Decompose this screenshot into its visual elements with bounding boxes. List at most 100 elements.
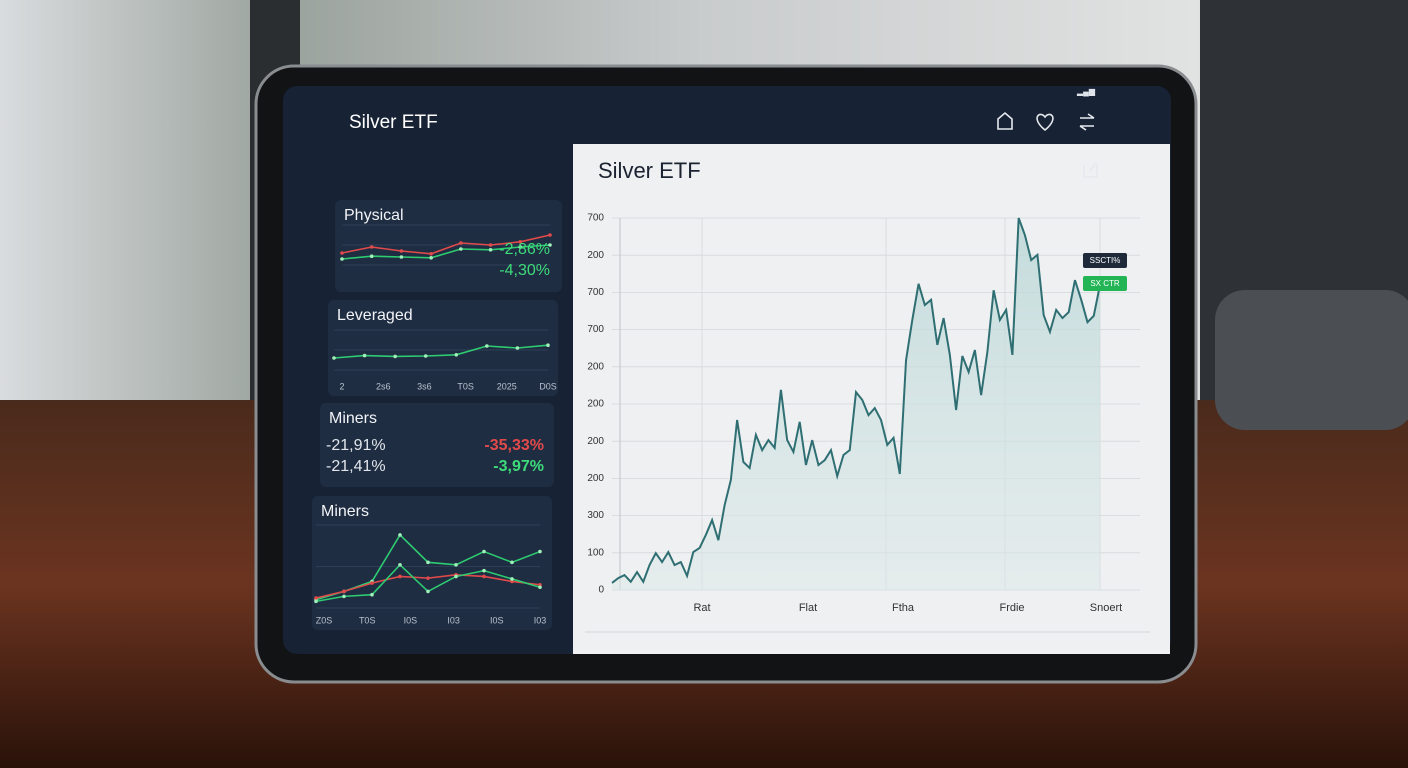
card-axis-label: 2025 (497, 381, 517, 391)
y-tick-label: 100 (587, 547, 604, 558)
sparkline-point (548, 243, 552, 247)
y-tick-label: 200 (587, 436, 604, 447)
sparkline-point (426, 589, 430, 594)
card-axis-label: T0S (359, 615, 376, 625)
sparkline-point (546, 343, 550, 348)
card-axis-label: I0S (490, 615, 504, 625)
y-tick-label: 200 (587, 399, 604, 410)
card (335, 200, 562, 292)
change-value: -35,33% (484, 437, 544, 454)
sparkline (341, 244, 551, 260)
card-title: Miners (321, 503, 369, 520)
sparkline-point (342, 594, 346, 599)
sparkline-point (518, 240, 523, 244)
sparkline-point (429, 255, 433, 260)
sparkline-point (342, 589, 346, 594)
sparkline-point (538, 585, 542, 590)
sparkline-point (369, 254, 374, 258)
x-tick-label: Rat (693, 602, 710, 614)
swap-icon[interactable] (1079, 113, 1095, 131)
sparkline-point (340, 251, 344, 255)
y-tick-label: 700 (587, 213, 604, 224)
sparkline-point (510, 579, 514, 584)
line (611, 217, 1101, 585)
sparkline-point (423, 354, 428, 358)
sparkline-point (332, 356, 336, 360)
sparkline-point (314, 599, 318, 604)
sparkline-point (510, 560, 514, 565)
change-value: -21,41% (326, 458, 386, 475)
sparkline-point (399, 249, 404, 253)
card-title: Leveraged (337, 307, 413, 324)
share-icon[interactable] (1083, 162, 1098, 178)
card-axis-label: I03 (447, 615, 460, 625)
card-title: Physical (344, 207, 404, 224)
chart-title: Silver ETF (598, 158, 701, 183)
sparkline-point (454, 563, 458, 567)
card-axis-label: D0S (539, 381, 557, 391)
x-tick-label: Ftha (892, 602, 915, 614)
sparkline-point (369, 245, 374, 249)
y-tick-label: 700 (587, 287, 604, 298)
card-axis-label: 3s6 (417, 381, 432, 391)
sparkline-point (518, 245, 523, 249)
y-tick-label: 700 (587, 324, 604, 335)
sparkline-point (398, 563, 402, 567)
x-tick-label: Frdie (999, 602, 1024, 614)
sparkline-point (429, 252, 433, 256)
app-title: Silver ETF (349, 112, 438, 133)
x-tick-label: Snoert (1090, 602, 1122, 614)
sparkline-point (398, 533, 402, 537)
sparkline-point (482, 549, 486, 554)
card-axis-label: T0S (457, 381, 474, 391)
sparkline-point (459, 241, 463, 245)
sparkline-point (538, 549, 542, 554)
sparkline-point (488, 248, 493, 252)
card (328, 300, 558, 396)
sparkline-point (454, 574, 458, 579)
badge-label: SX CTR (1090, 279, 1120, 288)
sparkline-point (370, 581, 374, 585)
status-bar: ▂▄▆ (1076, 87, 1096, 97)
sparkline-point (426, 576, 430, 580)
y-tick-label: 0 (598, 585, 604, 596)
sparkline-point (548, 233, 552, 237)
sparkline-point (399, 255, 404, 259)
x-tick-label: Flat (799, 602, 817, 614)
toolbar-icons (997, 111, 1098, 178)
y-tick-label: 200 (587, 473, 604, 484)
change-value: -21,91% (326, 437, 386, 454)
y-tick-label: 200 (587, 361, 604, 372)
card-axis-label: 2 (339, 381, 344, 391)
sparkline-point (393, 354, 397, 359)
change-value: -2,86% (499, 241, 550, 258)
y-tick-label: 300 (587, 510, 604, 521)
favorite-icon[interactable] (1036, 113, 1054, 132)
chair (1215, 290, 1408, 430)
sparkline-point (362, 353, 367, 358)
sparkline-point (426, 560, 430, 565)
sparkline-point (510, 577, 514, 581)
sparkline-point (488, 243, 493, 247)
sparkline-point (314, 596, 318, 600)
sparkline (341, 234, 551, 255)
card-axis-label: I03 (534, 615, 547, 625)
card (320, 403, 554, 487)
sparkline (333, 344, 549, 359)
card-title: Miners (329, 410, 377, 427)
sparkline-point (398, 574, 402, 579)
change-value: -3,97% (493, 458, 544, 475)
sparkline-point (485, 344, 489, 348)
y-tick-label: 200 (587, 250, 604, 261)
area (612, 218, 1100, 590)
sparkline-point (454, 353, 459, 357)
card-axis-label: I0S (404, 615, 418, 625)
sparkline-point (459, 247, 463, 251)
card-axis-label: Z0S (316, 615, 333, 625)
badge (1083, 253, 1127, 268)
badge (1083, 276, 1127, 291)
home-icon[interactable] (997, 111, 1013, 130)
sparkline-point (340, 257, 344, 261)
